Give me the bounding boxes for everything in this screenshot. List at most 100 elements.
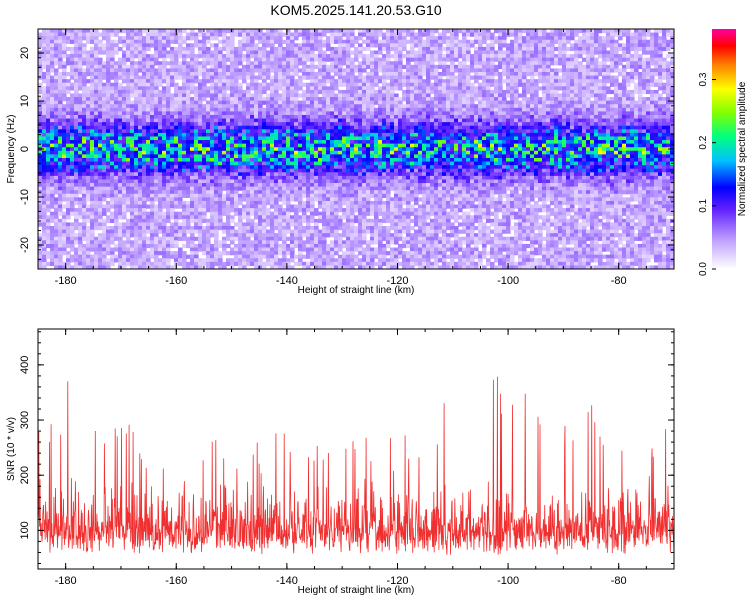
- heatmap-cell: [238, 136, 243, 141]
- heatmap-cell: [62, 226, 67, 231]
- heatmap-cell: [174, 125, 179, 130]
- heatmap-cell: [350, 93, 355, 98]
- heatmap-cell: [274, 29, 279, 34]
- heatmap-cell: [122, 222, 127, 227]
- heatmap-cell: [50, 233, 55, 238]
- heatmap-cell: [206, 29, 211, 34]
- heatmap-cell: [302, 68, 307, 73]
- heatmap-cell: [150, 226, 155, 231]
- heatmap-cell: [174, 258, 179, 263]
- heatmap-cell: [86, 57, 91, 62]
- heatmap-cell: [206, 243, 211, 249]
- heatmap-cell: [46, 193, 51, 198]
- heatmap-cell: [230, 150, 235, 155]
- heatmap-cell: [150, 197, 155, 202]
- heatmap-cell: [222, 240, 227, 245]
- heatmap-cell: [122, 136, 127, 141]
- heatmap-cell: [86, 233, 91, 238]
- heatmap-cell: [310, 46, 315, 52]
- heatmap-cell: [318, 29, 323, 34]
- heatmap-cell: [82, 183, 87, 188]
- heatmap-cell: [90, 222, 95, 227]
- heatmap-cell: [138, 100, 143, 105]
- heatmap-cell: [190, 251, 195, 256]
- heatmap-cell: [94, 36, 99, 41]
- heatmap-cell: [278, 208, 283, 213]
- heatmap-cell: [330, 233, 335, 238]
- heatmap-cell: [130, 71, 135, 77]
- heatmap-cell: [346, 89, 351, 95]
- heatmap-cell: [330, 39, 335, 44]
- heatmap-cell: [330, 132, 335, 138]
- heatmap-cell: [294, 68, 299, 73]
- heatmap-cell: [290, 157, 295, 163]
- heatmap-cell: [158, 61, 163, 66]
- heatmap-cell: [254, 240, 259, 245]
- heatmap-cell: [186, 89, 191, 95]
- heatmap-cell: [106, 132, 111, 138]
- heatmap-cell: [98, 211, 103, 216]
- heatmap-cell: [242, 68, 247, 73]
- heatmap-cell: [82, 204, 87, 209]
- heatmap-cell: [138, 161, 143, 166]
- heatmap-cell: [126, 254, 131, 259]
- heatmap-cell: [282, 125, 287, 130]
- heatmap-cell: [38, 54, 43, 59]
- heatmap-cell: [126, 247, 131, 252]
- heatmap-cell: [318, 57, 323, 62]
- heatmap-cell: [98, 143, 103, 148]
- heatmap-cell: [342, 97, 347, 102]
- heatmap-cell: [354, 86, 359, 91]
- heatmap-cell: [206, 143, 211, 148]
- heatmap-cell: [154, 229, 159, 234]
- heatmap-cell: [298, 86, 303, 91]
- heatmap-cell: [114, 236, 119, 241]
- heatmap-cell: [238, 157, 243, 163]
- heatmap-cell: [254, 183, 259, 188]
- heatmap-cell: [166, 172, 171, 177]
- heatmap-cell: [270, 200, 275, 206]
- heatmap-cell: [342, 222, 347, 227]
- heatmap-cell: [278, 222, 283, 227]
- heatmap-cell: [262, 125, 267, 130]
- heatmap-cell: [182, 54, 187, 59]
- heatmap-cell: [226, 222, 231, 227]
- heatmap-cell: [170, 186, 175, 191]
- heatmap-cell: [234, 86, 239, 91]
- heatmap-cell: [178, 229, 183, 234]
- heatmap-cell: [270, 190, 275, 195]
- heatmap-cell: [62, 93, 67, 98]
- heatmap-cell: [246, 168, 251, 173]
- heatmap-cell: [278, 168, 283, 173]
- heatmap-cell: [194, 129, 199, 134]
- heatmap-cell: [54, 258, 59, 263]
- heatmap-cell: [126, 29, 131, 34]
- heatmap-cell: [318, 140, 323, 145]
- heatmap-cell: [322, 179, 327, 184]
- heatmap-cell: [138, 122, 143, 127]
- heatmap-cell: [150, 251, 155, 256]
- heatmap-cell: [118, 75, 123, 80]
- heatmap-cell: [46, 132, 51, 138]
- heatmap-cell: [178, 86, 183, 91]
- heatmap-cell: [62, 122, 67, 127]
- heatmap-cell: [254, 147, 259, 152]
- heatmap-cell: [170, 97, 175, 102]
- heatmap-cell: [106, 150, 111, 155]
- heatmap-cell: [194, 218, 199, 224]
- heatmap-cell: [130, 122, 135, 127]
- heatmap-cell: [94, 222, 99, 227]
- heatmap-cell: [182, 186, 187, 191]
- heatmap-cell: [102, 161, 107, 166]
- heatmap-cell: [210, 222, 215, 227]
- heatmap-cell: [286, 147, 291, 152]
- heatmap-cell: [154, 208, 159, 213]
- heatmap-cell: [258, 150, 263, 155]
- heatmap-cell: [306, 165, 311, 170]
- heatmap-cell: [134, 258, 139, 263]
- heatmap-cell: [46, 129, 51, 134]
- heatmap-cell: [42, 29, 47, 34]
- heatmap-cell: [290, 39, 295, 44]
- heatmap-cell: [202, 61, 207, 66]
- heatmap-cell: [110, 132, 115, 138]
